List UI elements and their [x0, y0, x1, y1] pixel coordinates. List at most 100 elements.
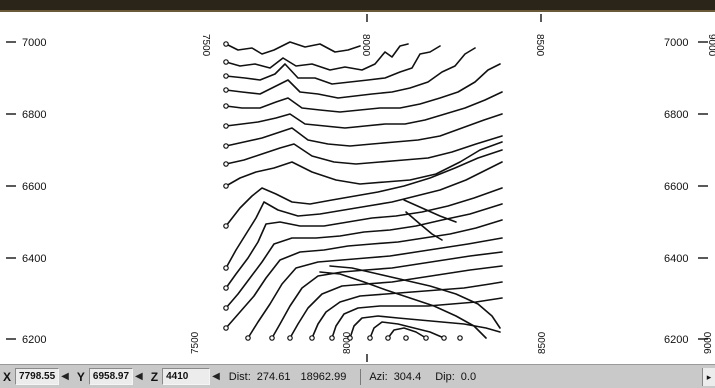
- contour-line: [247, 237, 503, 339]
- sample-points: [223, 41, 463, 341]
- z-coordinate-group: Z 4410 ◀: [148, 368, 225, 386]
- contour-line: [225, 47, 476, 99]
- sample-point: [223, 103, 229, 109]
- left-y-label-6400: 6400: [22, 253, 46, 265]
- sample-point: [385, 335, 391, 341]
- bottom-x-label-7500: 7500: [190, 331, 201, 354]
- sample-point: [457, 335, 463, 341]
- contour-line: [329, 265, 501, 329]
- contour-line: [225, 43, 409, 71]
- dip-value: 0.0: [460, 370, 477, 383]
- top-x-label-8500: 8500: [534, 34, 545, 57]
- contour-line: [225, 161, 503, 269]
- sample-point: [223, 305, 229, 311]
- bottom-x-label-8500: 8500: [537, 331, 548, 354]
- sample-point: [223, 223, 229, 229]
- contour-line: [319, 271, 487, 339]
- contour-plot[interactable]: 7000 6800 6600 6400 6200 7000 6800 6600 …: [0, 12, 715, 364]
- sample-point: [367, 335, 373, 341]
- statusbar-divider: [360, 368, 362, 385]
- bottom-x-label-8000: 8000: [342, 331, 353, 354]
- x-coordinate-group: X 7798.55 ◀: [0, 368, 74, 386]
- y-label: Y: [76, 369, 85, 384]
- azimuth-label: Azi:: [369, 370, 388, 383]
- sample-point: [223, 183, 229, 189]
- x-field-arrow-icon[interactable]: ◀: [61, 371, 69, 382]
- sample-point: [223, 285, 229, 291]
- window-top-border: [0, 0, 715, 12]
- coordinate-statusbar: X 7798.55 ◀ Y 6958.97 ◀ Z 4410 ◀ Dist: 2…: [0, 364, 715, 388]
- x-label: X: [3, 369, 12, 384]
- contour-line: [225, 141, 503, 187]
- contour-line: [405, 211, 443, 241]
- left-y-label-6200: 6200: [22, 334, 46, 346]
- contour-line: [225, 149, 503, 227]
- sample-point: [223, 123, 229, 129]
- contour-line: [225, 203, 503, 309]
- sample-point: [347, 335, 353, 341]
- right-y-label-6200: 6200: [664, 334, 688, 346]
- top-x-axis: 7500 8000 8500 9000: [200, 14, 715, 57]
- left-y-label-6800: 6800: [22, 109, 46, 121]
- sample-point: [223, 73, 229, 79]
- distance-total: 18962.99: [300, 370, 347, 383]
- dip-label: Dip:: [435, 370, 455, 383]
- contour-line: [225, 135, 503, 165]
- bottom-x-label-9000: 9000: [703, 331, 714, 354]
- top-x-label-7500: 7500: [200, 34, 211, 57]
- left-y-label-7000: 7000: [22, 37, 46, 49]
- sample-point: [223, 59, 229, 65]
- z-field-arrow-icon[interactable]: ◀: [212, 371, 220, 382]
- right-y-label-7000: 7000: [664, 37, 688, 49]
- x-value-field[interactable]: 7798.55: [15, 368, 60, 385]
- contour-line: [225, 219, 503, 329]
- sample-point: [287, 335, 293, 341]
- contour-line: [349, 315, 501, 339]
- sample-point: [423, 335, 429, 341]
- sample-point: [223, 41, 229, 47]
- contour-line: [225, 91, 503, 129]
- contour-line: [387, 327, 427, 339]
- contour-line: [311, 281, 503, 339]
- top-x-label-9000: 9000: [706, 34, 715, 57]
- azimuth-value: 304.4: [393, 370, 422, 383]
- contour-line: [369, 321, 445, 339]
- contour-line: [225, 113, 503, 147]
- sample-point: [269, 335, 275, 341]
- sample-point: [223, 161, 229, 167]
- right-y-label-6600: 6600: [664, 181, 688, 193]
- z-label: Z: [150, 369, 159, 384]
- bottom-x-axis: 7500 8000 8500 9000: [190, 331, 714, 362]
- sample-point: [309, 335, 315, 341]
- contour-line: [225, 45, 441, 85]
- z-value-field[interactable]: 4410: [162, 368, 211, 385]
- map-viewport[interactable]: 7000 6800 6600 6400 6200 7000 6800 6600 …: [0, 12, 715, 364]
- contour-line: [403, 199, 457, 223]
- contour-line: [289, 265, 503, 339]
- sample-point: [329, 335, 335, 341]
- sample-point: [441, 335, 447, 341]
- contour-line: [225, 187, 503, 289]
- left-y-label-6600: 6600: [22, 181, 46, 193]
- sample-point: [223, 265, 229, 271]
- top-x-label-8000: 8000: [360, 34, 371, 57]
- sample-point: [245, 335, 251, 341]
- sample-point: [223, 325, 229, 331]
- left-y-axis: 7000 6800 6600 6400 6200: [6, 37, 46, 346]
- contour-lines: [225, 41, 503, 339]
- distance-value: 274.61: [256, 370, 291, 383]
- y-field-arrow-icon[interactable]: ◀: [135, 371, 143, 382]
- right-y-label-6400: 6400: [664, 253, 688, 265]
- contour-line: [331, 297, 503, 339]
- y-coordinate-group: Y 6958.97 ◀: [74, 368, 148, 386]
- sample-point: [223, 87, 229, 93]
- y-value-field[interactable]: 6958.97: [88, 368, 134, 385]
- right-y-axis: 7000 6800 6600 6400 6200: [664, 37, 708, 346]
- sample-point: [223, 143, 229, 149]
- contour-line: [225, 41, 361, 55]
- statusbar-resize-grip-icon[interactable]: ▸: [702, 367, 715, 386]
- contour-line: [225, 63, 501, 113]
- sample-point: [403, 335, 409, 341]
- right-y-label-6800: 6800: [664, 109, 688, 121]
